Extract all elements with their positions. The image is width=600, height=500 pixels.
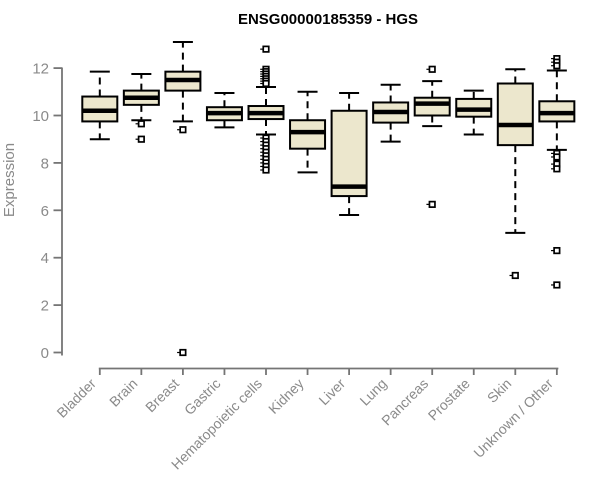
outlier-point bbox=[262, 79, 270, 88]
boxplots bbox=[81, 41, 576, 357]
x-tick-label: Prostate bbox=[425, 375, 473, 423]
y-tick-label: 10 bbox=[32, 108, 49, 125]
boxplot-gastric bbox=[205, 91, 243, 129]
iqr-box bbox=[413, 96, 451, 117]
iqr-box bbox=[330, 109, 368, 198]
y-tick-label: 8 bbox=[41, 155, 49, 172]
y-tick-label: 2 bbox=[41, 298, 49, 315]
boxplot-pancreas bbox=[413, 65, 451, 208]
outlier-point bbox=[553, 165, 561, 173]
outlier-point bbox=[428, 65, 436, 73]
outlier-point bbox=[553, 62, 561, 70]
x-tick-label: Lung bbox=[356, 375, 389, 408]
outlier-point bbox=[137, 120, 145, 128]
boxplot-prostate bbox=[455, 89, 493, 136]
iqr-box bbox=[289, 119, 327, 150]
iqr-box bbox=[496, 82, 534, 147]
chart-title: ENSG00000185359 - HGS bbox=[238, 11, 418, 28]
x-tick-label: Breast bbox=[142, 375, 182, 415]
boxplot-breast bbox=[164, 41, 202, 357]
boxplot-hematopoietic-cells bbox=[247, 45, 285, 174]
boxplot-liver bbox=[330, 91, 368, 217]
x-tick-label: Bladder bbox=[53, 375, 99, 421]
x-tick-label: Brain bbox=[106, 375, 140, 409]
outlier-point bbox=[179, 348, 187, 357]
boxplot-bladder bbox=[81, 70, 119, 141]
y-tick-label: 6 bbox=[41, 203, 49, 220]
boxplot-kidney bbox=[289, 90, 327, 174]
boxplot-lung bbox=[372, 83, 410, 143]
boxplot-brain bbox=[122, 73, 160, 143]
outlier-point bbox=[553, 281, 561, 289]
y-tick-label: 4 bbox=[41, 250, 49, 267]
outlier-point bbox=[553, 153, 561, 161]
x-tick-label: Liver bbox=[315, 375, 348, 408]
y-tick-label: 0 bbox=[41, 345, 49, 362]
outlier-point bbox=[262, 166, 270, 174]
y-axis-label: Expression bbox=[1, 143, 18, 217]
outlier-point bbox=[262, 45, 270, 53]
outlier-point bbox=[137, 135, 145, 143]
boxplot-skin bbox=[496, 68, 534, 280]
outlier-point bbox=[179, 126, 187, 134]
boxplot-unknown-other bbox=[538, 55, 576, 289]
outlier-point bbox=[428, 200, 436, 208]
outlier-point bbox=[553, 246, 561, 255]
y-tick-label: 12 bbox=[32, 61, 49, 78]
x-tick-label: Kidney bbox=[265, 375, 307, 417]
outlier-point bbox=[511, 271, 519, 280]
x-tick-label: Skin bbox=[484, 375, 515, 406]
x-tick-label: Unknown / Other bbox=[470, 375, 556, 461]
